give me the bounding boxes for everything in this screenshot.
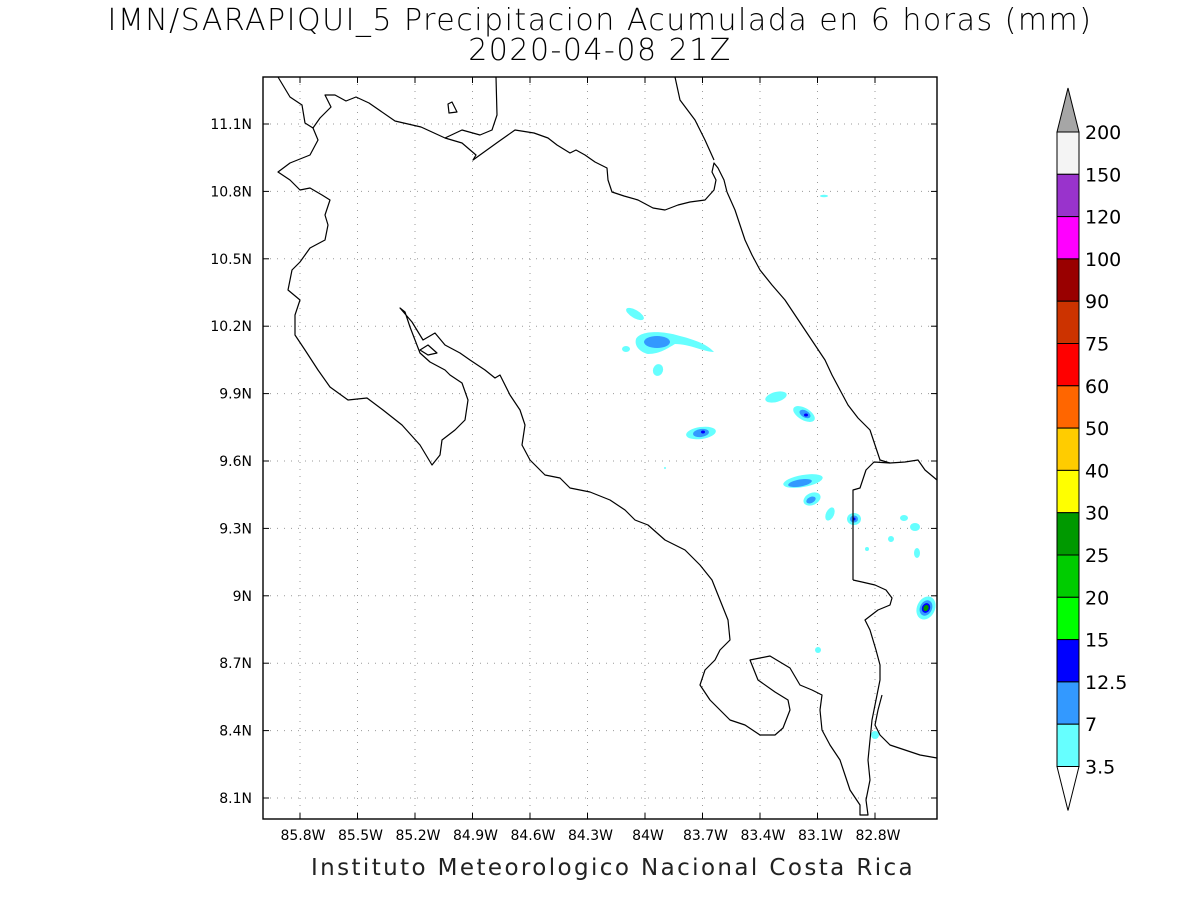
map-frame xyxy=(262,76,938,820)
longitude-tick-label: 83.4W xyxy=(740,828,785,844)
precip-cell xyxy=(622,332,714,376)
colorbar-legend: 200 150 120 100 90 75 60 50 40 30 25 20 15 12.5 7 3.5 xyxy=(1056,87,1127,811)
colorbar-swatch xyxy=(1056,596,1080,641)
longitude-tick-label: 84.3W xyxy=(568,828,613,844)
longitude-labels: 85.8W 85.5W 85.2W 84.9W 84.6W 84.3W 84W 83.7W 83… xyxy=(280,828,900,844)
precip-cell xyxy=(783,474,835,521)
colorbar-swatch xyxy=(1056,469,1080,514)
longitude-tick-label: 82.8W xyxy=(855,828,900,844)
latitude-tick-label: 10.8N xyxy=(210,184,252,200)
colorbar-swatch xyxy=(1056,554,1080,598)
precip-cell xyxy=(686,426,716,440)
map-title: IMN/SARAPIQUI_5 Precipitacion Acumulada … xyxy=(107,3,1093,38)
colorbar-level-label: 7 xyxy=(1085,714,1097,736)
latitude-tick-label: 8.7N xyxy=(219,656,252,672)
map-gridlines xyxy=(263,77,937,819)
colorbar-swatch xyxy=(1056,385,1080,429)
nicoya-island xyxy=(419,344,438,356)
colorbar-level-label: 150 xyxy=(1085,164,1121,186)
pacific-coast-north xyxy=(277,127,893,816)
precip-cell xyxy=(916,596,936,620)
latitude-tick-label: 8.1N xyxy=(219,791,252,807)
axis-ticks xyxy=(263,77,937,819)
colorbar-level-label: 200 xyxy=(1085,122,1121,144)
colorbar-swatch xyxy=(1056,173,1080,218)
colorbar-level-label: 20 xyxy=(1085,587,1109,609)
colorbar-level-label: 40 xyxy=(1085,460,1109,482)
colorbar-level-label: 60 xyxy=(1085,376,1109,398)
precipitation-areas xyxy=(622,194,936,739)
latitude-tick-label: 9.3N xyxy=(219,521,252,537)
latitude-tick-label: 9.6N xyxy=(219,454,252,470)
colorbar-over-triangle xyxy=(1056,87,1080,133)
colorbar-swatch xyxy=(1056,343,1080,387)
longitude-tick-label: 84.9W xyxy=(453,828,498,844)
colorbar-swatch xyxy=(1056,258,1080,302)
colorbar-level-label: 100 xyxy=(1085,249,1121,271)
footer-credit: Instituto Meteorologico Nacional Costa R… xyxy=(310,855,916,881)
nicaragua-border xyxy=(277,76,728,211)
longitude-tick-label: 83.1W xyxy=(798,828,843,844)
colorbar-under-triangle xyxy=(1056,766,1080,811)
nicaragua-coast-north xyxy=(444,76,498,139)
colorbar-swatch xyxy=(1056,639,1080,683)
colorbar-swatch xyxy=(1056,723,1080,768)
map-subtitle-datetime: 2020-04-08 21Z xyxy=(468,33,732,68)
longitude-tick-label: 85.2W xyxy=(395,828,440,844)
nicaragua-east-coast xyxy=(674,76,715,161)
latitude-tick-label: 9N xyxy=(233,589,252,605)
colorbar-level-label: 15 xyxy=(1085,630,1109,652)
panama-coast xyxy=(874,694,938,759)
colorbar-level-label: 25 xyxy=(1085,545,1109,567)
colorbar-swatch xyxy=(1056,427,1080,471)
colorbar-level-label: 90 xyxy=(1085,291,1109,313)
longitude-tick-label: 85.8W xyxy=(280,828,325,844)
precip-cell xyxy=(626,307,644,321)
colorbar-level-label: 75 xyxy=(1085,334,1109,356)
latitude-tick-label: 10.2N xyxy=(210,319,252,335)
colorbar-level-label: 120 xyxy=(1085,207,1121,229)
latitude-tick-label: 8.4N xyxy=(219,724,252,740)
colorbar-swatch xyxy=(1056,300,1080,345)
precip-cell xyxy=(765,391,815,422)
longitude-tick-label: 83.7W xyxy=(683,828,728,844)
latitude-tick-label: 11.1N xyxy=(210,117,252,133)
lake-island xyxy=(447,101,458,114)
precip-cell xyxy=(847,513,920,558)
colorbar-swatch xyxy=(1056,216,1080,260)
longitude-tick-label: 84.6W xyxy=(510,828,555,844)
panama-border xyxy=(852,461,891,580)
caribbean-coast xyxy=(726,191,938,481)
longitude-tick-label: 85.5W xyxy=(338,828,383,844)
colorbar-level-label: 3.5 xyxy=(1085,757,1115,779)
colorbar-level-label: 12.5 xyxy=(1085,672,1127,694)
colorbar-swatch xyxy=(1056,512,1080,556)
latitude-tick-label: 10.5N xyxy=(210,252,252,268)
precip-cell xyxy=(664,194,879,739)
latitude-labels: 11.1N 10.8N 10.5N 10.2N 9.9N 9.6N 9.3N 9N 8.7N 8.… xyxy=(210,117,252,807)
longitude-tick-label: 84W xyxy=(632,828,664,844)
latitude-tick-label: 9.9N xyxy=(219,387,252,403)
colorbar-swatch xyxy=(1056,681,1080,725)
colorbar-level-label: 30 xyxy=(1085,503,1109,525)
colorbar-swatch xyxy=(1056,131,1080,175)
coastline-borders xyxy=(277,76,938,816)
colorbar-level-label: 50 xyxy=(1085,418,1109,440)
